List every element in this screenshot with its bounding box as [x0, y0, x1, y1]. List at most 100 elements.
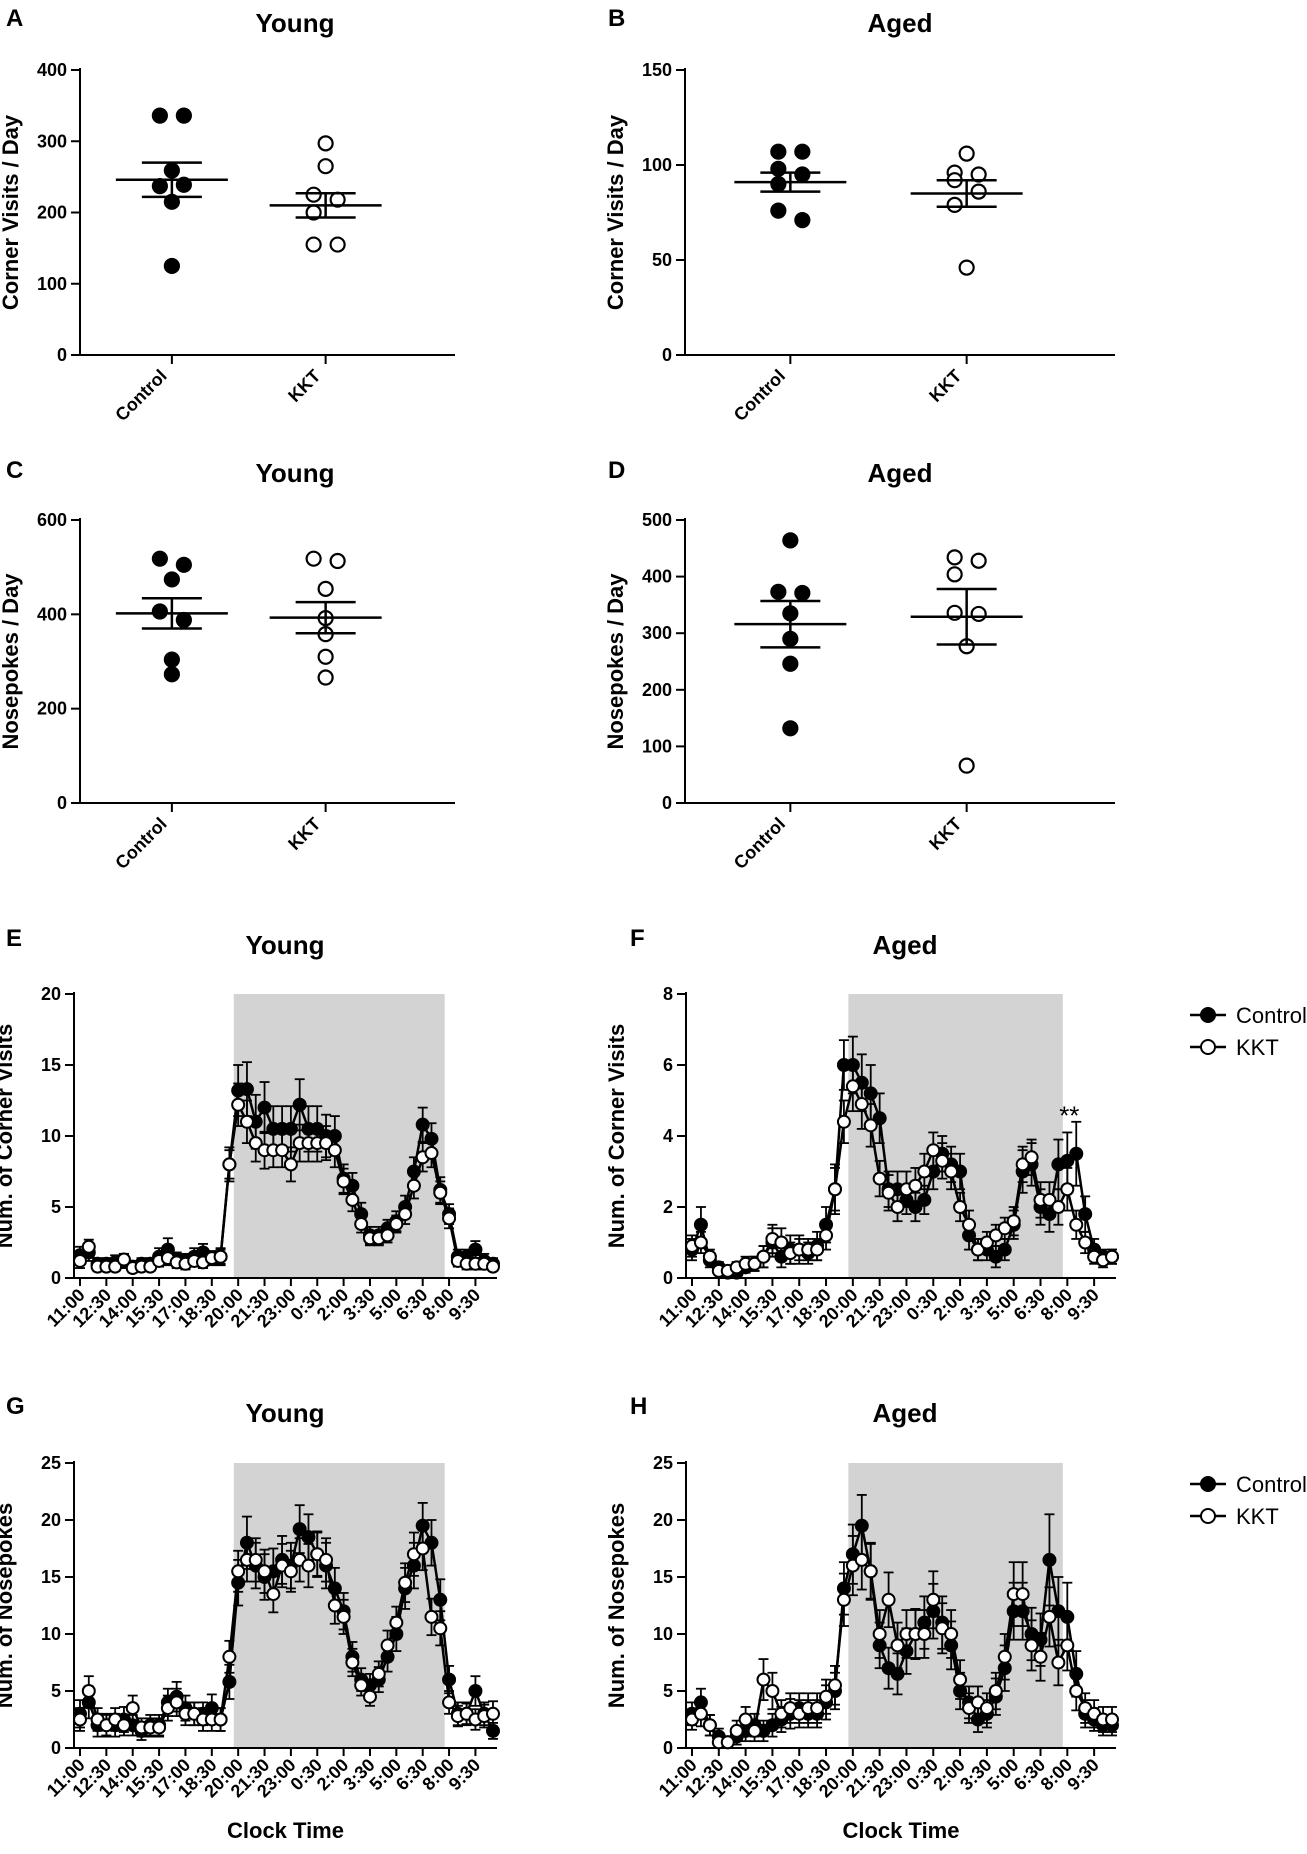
panel-letter: B [608, 5, 625, 32]
data-point [782, 720, 799, 737]
data-point [756, 1672, 771, 1687]
data-point [794, 212, 811, 229]
y-tick-label: 15 [41, 1567, 61, 1587]
data-point [1069, 1146, 1084, 1161]
data-point [794, 166, 811, 183]
data-point [863, 1086, 878, 1101]
y-axis-label: Nosepokes / Day [603, 573, 628, 750]
y-axis-label: Num. of Corner Visits [0, 1024, 17, 1249]
y-tick-label: 20 [653, 1510, 673, 1530]
data-point [1105, 1712, 1119, 1727]
data-point [116, 1718, 131, 1733]
legend-label: Control [1236, 1472, 1307, 1497]
data-point [988, 1228, 1003, 1243]
data-point [970, 166, 987, 183]
data-point [125, 1701, 140, 1716]
y-tick-label: 0 [662, 345, 672, 365]
data-point [836, 1592, 851, 1607]
data-point [380, 1638, 395, 1653]
panel-c: C Young 0 200 400 600 Nosepokes / Day Control KK… [0, 457, 455, 873]
data-point [424, 1146, 439, 1161]
data-point [794, 584, 811, 602]
y-tick-label: 0 [57, 793, 67, 813]
panel-title: Young [246, 930, 325, 960]
data-point [371, 1666, 386, 1681]
panel-b: B Aged 0 50 100 150 Corner Visits / Day Control… [603, 5, 1115, 425]
data-point [222, 1649, 237, 1664]
data-point [1015, 1587, 1030, 1602]
x-tick-label: Control [111, 814, 170, 873]
x-tick-label: Control [730, 814, 789, 873]
data-point [988, 1684, 1003, 1698]
significance-marker: ** [1059, 1100, 1079, 1130]
legend-marker [1200, 1007, 1216, 1023]
data-point [433, 1592, 448, 1607]
data-point [424, 1609, 439, 1624]
y-axis-label: Num. of Nosepokes [0, 1503, 17, 1708]
data-point [810, 1242, 825, 1257]
data-point [486, 1706, 500, 1721]
data-point [908, 1178, 923, 1193]
y-tick-label: 2 [663, 1197, 673, 1217]
panel-letter: A [6, 5, 23, 32]
data-point [872, 1627, 887, 1641]
data-point [917, 1627, 932, 1641]
y-axis-label: Corner Visits / Day [0, 114, 23, 310]
data-point [163, 651, 180, 668]
x-axis-label: Clock Time [227, 1818, 344, 1843]
y-tick-label: 100 [642, 736, 672, 756]
data-point [958, 757, 975, 774]
data-point [1060, 1182, 1075, 1197]
panel-title: Aged [873, 1398, 938, 1428]
data-point [175, 611, 192, 629]
data-point [152, 1720, 167, 1735]
data-point [979, 1235, 994, 1250]
legend-label: KKT [1236, 1504, 1279, 1529]
y-tick-label: 100 [37, 274, 67, 294]
data-point [486, 1259, 500, 1274]
data-point [248, 1552, 263, 1567]
y-tick-label: 5 [51, 1197, 61, 1217]
y-axis-label: Nosepokes / Day [0, 573, 23, 750]
data-point [819, 1228, 834, 1243]
panel-title: Aged [873, 930, 938, 960]
data-point [239, 1114, 254, 1129]
data-point [415, 1117, 430, 1132]
data-point [231, 1564, 246, 1579]
data-point [935, 1153, 950, 1168]
y-tick-label: 25 [41, 1453, 61, 1473]
y-tick-label: 5 [51, 1681, 61, 1701]
y-tick-label: 300 [642, 623, 672, 643]
data-point [239, 1082, 254, 1097]
data-point [81, 1684, 96, 1698]
data-point [944, 1627, 959, 1641]
panel-title: Young [256, 8, 335, 38]
data-point [970, 605, 987, 623]
data-point [854, 1552, 869, 1567]
data-point [275, 1143, 290, 1158]
data-point [890, 1200, 905, 1214]
data-point [946, 196, 963, 213]
data-point [305, 550, 322, 567]
data-point [693, 1706, 708, 1721]
y-tick-label: 200 [642, 680, 672, 700]
data-point [248, 1136, 263, 1151]
legend-marker [1200, 1476, 1216, 1492]
data-point [442, 1695, 457, 1710]
y-tick-label: 400 [37, 60, 67, 80]
data-point [702, 1718, 717, 1733]
data-point [863, 1118, 878, 1133]
data-point [222, 1157, 237, 1172]
y-tick-label: 0 [663, 1268, 673, 1288]
data-point [389, 1615, 404, 1630]
data-point [398, 1207, 413, 1222]
data-point [953, 1200, 968, 1214]
data-point [329, 236, 346, 253]
data-point [890, 1666, 905, 1681]
panel-a: A Young 0 100 200 300 400 Corner Visits / Day Co… [0, 5, 455, 425]
data-point [73, 1253, 87, 1268]
